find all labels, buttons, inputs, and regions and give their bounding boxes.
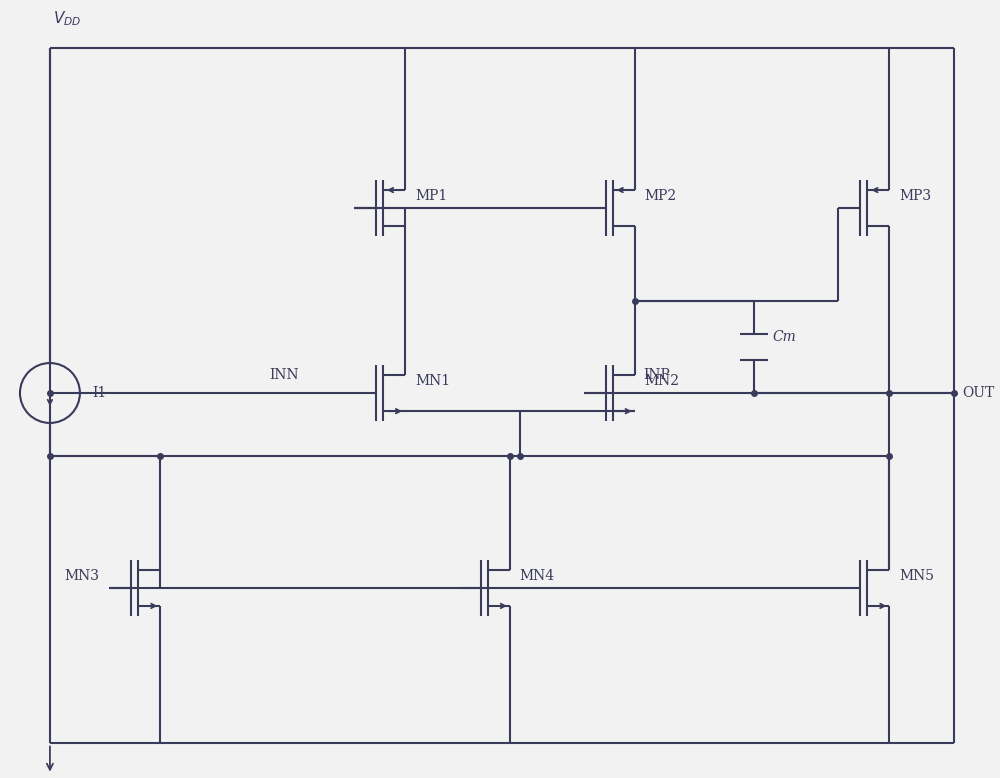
Text: Cm: Cm [772, 330, 796, 344]
Text: MN4: MN4 [520, 569, 555, 583]
Text: MN3: MN3 [64, 569, 99, 583]
Text: MP1: MP1 [415, 189, 447, 203]
Text: OUT: OUT [962, 386, 994, 400]
Text: INP: INP [644, 368, 670, 382]
Text: MN5: MN5 [899, 569, 934, 583]
Text: $V_{DD}$: $V_{DD}$ [53, 10, 81, 29]
Text: MP3: MP3 [899, 189, 931, 203]
Text: I1: I1 [92, 386, 106, 400]
Text: MP2: MP2 [645, 189, 677, 203]
Text: INN: INN [269, 368, 299, 382]
Text: MN2: MN2 [645, 374, 680, 388]
Text: MN1: MN1 [415, 374, 450, 388]
